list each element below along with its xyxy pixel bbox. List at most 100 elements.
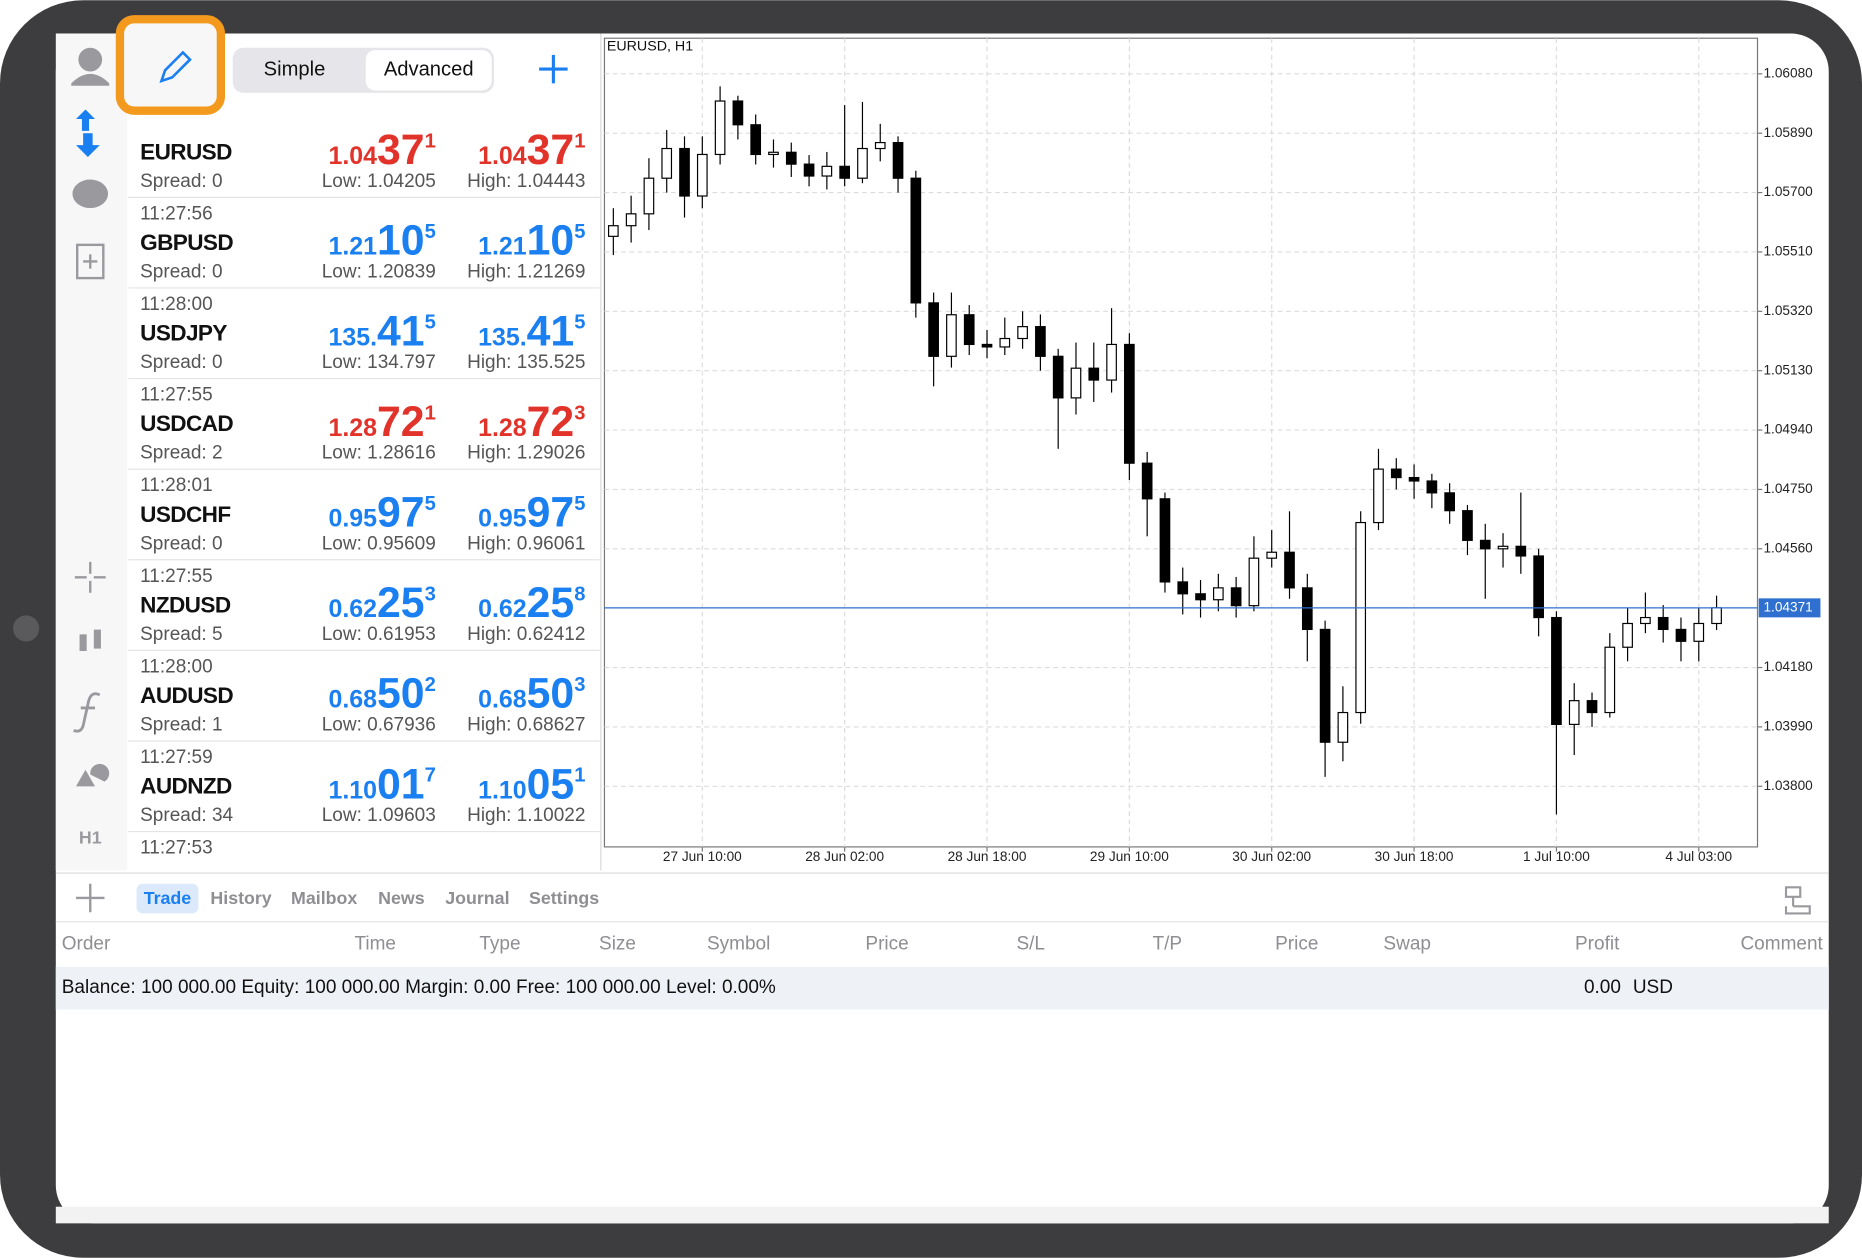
panel-tab[interactable]: News xyxy=(378,888,425,908)
candle-body xyxy=(839,165,851,179)
y-tick-label: 1.03800 xyxy=(1763,778,1813,793)
price-pips: 41 xyxy=(377,307,425,355)
candle-body xyxy=(1017,326,1028,340)
sidebar-icons xyxy=(71,47,110,787)
price-prefix: 135. xyxy=(329,323,378,351)
price[interactable]: 0.68503 xyxy=(478,670,585,718)
tab-active-bg xyxy=(136,883,199,914)
x-tick-label: 30 Jun 18:00 xyxy=(1375,849,1454,864)
quote-symbol: AUDNZD xyxy=(140,774,232,799)
price[interactable]: 0.62253 xyxy=(329,579,436,627)
candle-body xyxy=(1622,622,1633,648)
candle-body xyxy=(1657,616,1669,631)
price[interactable]: 1.28721 xyxy=(329,398,436,446)
price-prefix: 135. xyxy=(478,323,527,351)
panel-tab[interactable]: History xyxy=(210,888,271,908)
candle-body xyxy=(1515,545,1527,557)
add-symbol-button[interactable] xyxy=(539,54,568,84)
quote-high: High: 1.21269 xyxy=(467,262,585,283)
candle-body xyxy=(1266,551,1278,559)
column-header[interactable]: Order xyxy=(62,933,111,954)
quote-low: Low: 1.04205 xyxy=(322,171,436,192)
column-header[interactable]: Price xyxy=(865,933,908,954)
candle-body xyxy=(625,213,637,227)
quote-symbol: EURUSD xyxy=(140,139,232,164)
price[interactable]: 1.10017 xyxy=(329,760,436,808)
column-header[interactable]: Comment xyxy=(1740,933,1823,954)
column-header[interactable]: Type xyxy=(479,933,520,954)
account-icon[interactable] xyxy=(78,47,103,72)
price[interactable]: 1.04371 xyxy=(478,126,585,174)
quote-spread: Spread: 34 xyxy=(140,805,233,826)
chat-icon[interactable] xyxy=(72,179,109,209)
price[interactable]: 0.62258 xyxy=(478,579,585,627)
price[interactable]: 135.415 xyxy=(478,307,585,355)
column-header[interactable]: Size xyxy=(599,933,636,954)
quotes-icon[interactable] xyxy=(76,109,95,131)
column-header[interactable]: Swap xyxy=(1383,933,1431,954)
mode-tab[interactable]: Simple xyxy=(264,59,326,81)
quote-spread: Spread: 0 xyxy=(140,533,222,554)
price[interactable]: 1.10051 xyxy=(478,760,585,808)
candle-body xyxy=(732,100,744,126)
chart-type-icon-2 xyxy=(93,629,101,649)
price[interactable]: 0.95975 xyxy=(478,489,585,537)
quote-low: Low: 1.09603 xyxy=(322,805,436,826)
account-icon-body xyxy=(71,73,110,86)
crosshair-icon[interactable] xyxy=(74,561,106,593)
indicators-icon[interactable] xyxy=(73,692,101,733)
timeframe-button[interactable]: H1 xyxy=(79,827,102,847)
price[interactable]: 1.21105 xyxy=(478,217,585,265)
price[interactable]: 1.04371 xyxy=(329,126,436,174)
y-tick-label: 1.05700 xyxy=(1763,184,1813,199)
column-header[interactable]: S/L xyxy=(1016,933,1045,954)
panel-tab[interactable]: Mailbox xyxy=(291,888,357,908)
price[interactable]: 0.95975 xyxy=(329,489,436,537)
price-prefix: 0.95 xyxy=(329,505,378,533)
quote-high: High: 0.62412 xyxy=(467,624,585,645)
candle-body xyxy=(1551,616,1562,726)
panel-tab[interactable]: Trade xyxy=(144,888,192,908)
price-point: 5 xyxy=(425,312,436,334)
panel-add-button[interactable] xyxy=(76,883,105,913)
candle-body xyxy=(963,314,975,346)
quote-time: 11:27:55 xyxy=(140,385,213,406)
mode-tab[interactable]: Advanced xyxy=(384,59,474,81)
panel-tab[interactable]: Settings xyxy=(529,888,599,908)
x-tick-label: 4 Jul 03:00 xyxy=(1665,849,1732,864)
layout-button[interactable] xyxy=(1784,886,1811,915)
column-header[interactable]: T/P xyxy=(1153,933,1183,954)
quote-low: Low: 0.61953 xyxy=(322,624,436,645)
new-order-icon[interactable] xyxy=(76,243,105,280)
quote-time: 11:28:00 xyxy=(140,656,213,677)
column-header[interactable]: Time xyxy=(354,933,396,954)
price[interactable]: 0.68502 xyxy=(329,670,436,718)
edit-button[interactable] xyxy=(159,50,192,84)
quote-time: 11:28:00 xyxy=(140,294,213,315)
price-prefix: 0.95 xyxy=(478,505,527,533)
quote-spread: Spread: 0 xyxy=(140,171,222,192)
price-point: 1 xyxy=(574,130,585,152)
column-header[interactable]: Symbol xyxy=(707,933,770,954)
quote-low: Low: 134.797 xyxy=(322,352,436,373)
column-header[interactable]: Price xyxy=(1275,933,1318,954)
y-tick-label: 1.04940 xyxy=(1763,422,1813,437)
price[interactable]: 1.28723 xyxy=(478,398,585,446)
candle-body xyxy=(1284,551,1295,589)
price[interactable]: 1.21105 xyxy=(329,217,436,265)
quote-time: 11:27:55 xyxy=(140,566,213,587)
chart-type-icon[interactable] xyxy=(79,634,87,651)
objects-icon[interactable] xyxy=(76,763,110,787)
panel-tab[interactable]: Journal xyxy=(445,888,509,908)
quote-high: High: 1.04443 xyxy=(467,171,585,192)
price[interactable]: 135.415 xyxy=(329,307,436,355)
column-header[interactable]: Profit xyxy=(1575,933,1620,954)
